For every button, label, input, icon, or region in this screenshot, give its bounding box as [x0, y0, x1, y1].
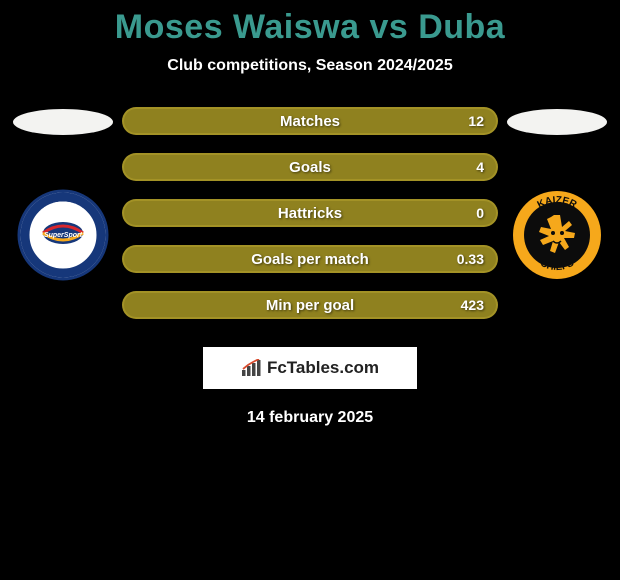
- kaizer-chiefs-logo-icon: KAIZER CHIEFS: [511, 189, 603, 281]
- stat-value: 0: [476, 205, 484, 221]
- player-left-ellipse: [13, 109, 113, 135]
- content-row: SuperSport SUPERSPORT UNITED FC Matches …: [0, 103, 620, 319]
- svg-text:SuperSport: SuperSport: [44, 232, 83, 239]
- stat-value: 4: [476, 159, 484, 175]
- stat-value: 0.33: [457, 251, 484, 267]
- left-column: SuperSport SUPERSPORT UNITED FC: [8, 103, 118, 281]
- stat-bar-matches: Matches 12: [122, 107, 498, 135]
- club-left-badge: SuperSport SUPERSPORT UNITED FC: [17, 189, 109, 281]
- stat-bar-min-per-goal: Min per goal 423: [122, 291, 498, 319]
- stat-label: Hattricks: [278, 205, 342, 222]
- brand-text: FcTables.com: [267, 358, 379, 378]
- brand-box: FcTables.com: [203, 347, 417, 389]
- subtitle: Club competitions, Season 2024/2025: [0, 57, 620, 75]
- stat-label: Matches: [280, 113, 340, 130]
- stat-bar-goals-per-match: Goals per match 0.33: [122, 245, 498, 273]
- title-text: Moses Waiswa vs Duba: [115, 8, 505, 46]
- stat-label: Goals per match: [251, 251, 369, 268]
- player-right-ellipse: [507, 109, 607, 135]
- stat-value: 423: [461, 297, 484, 313]
- stat-bar-goals: Goals 4: [122, 153, 498, 181]
- supersport-logo-icon: SuperSport SUPERSPORT UNITED FC: [17, 189, 109, 281]
- right-column: KAIZER CHIEFS: [502, 103, 612, 281]
- stat-value: 12: [468, 113, 484, 129]
- bar-chart-icon: [241, 359, 263, 377]
- stats-column: Matches 12 Goals 4 Hattricks 0 Goals per…: [118, 107, 502, 319]
- stat-bar-hattricks: Hattricks 0: [122, 199, 498, 227]
- page-title: Moses Waiswa vs Duba: [0, 0, 620, 47]
- club-right-badge: KAIZER CHIEFS: [511, 189, 603, 281]
- stat-label: Min per goal: [266, 297, 354, 314]
- stat-label: Goals: [289, 159, 331, 176]
- date-text: 14 february 2025: [0, 409, 620, 427]
